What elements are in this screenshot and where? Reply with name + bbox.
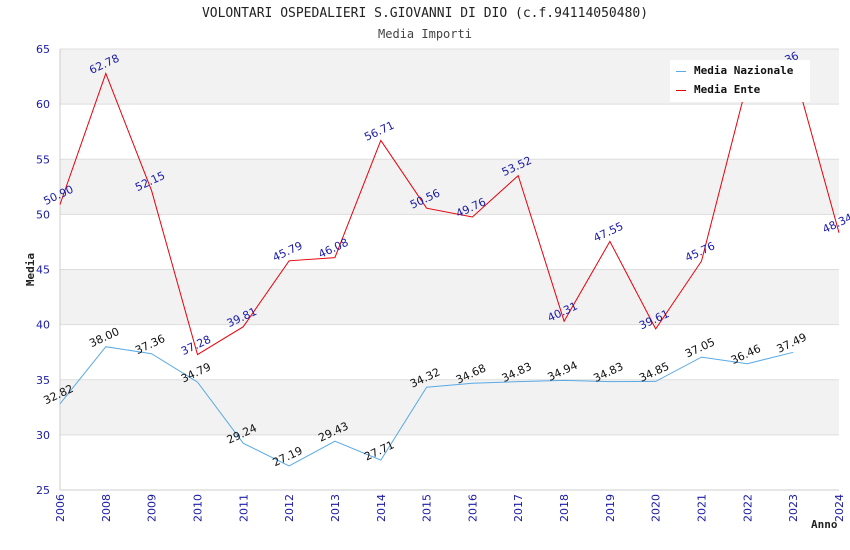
x-tick-label: 2008 <box>100 494 113 522</box>
y-tick-label: 25 <box>36 484 50 497</box>
series-line-media-ente <box>59 66 840 356</box>
chart-title: VOLONTARI OSPEDALIERI S.GIOVANNI DI DIO … <box>201 6 649 21</box>
legend-item-ente: Media Ente <box>676 81 760 99</box>
x-tick-label: 2006 <box>54 494 67 522</box>
legend-swatch-ente <box>676 89 686 91</box>
legend-swatch-nazionale <box>676 70 686 72</box>
x-tick-label: 2012 <box>283 494 296 522</box>
grid-band <box>60 324 839 380</box>
legend-label-nazionale: Media Nazionale <box>694 64 794 77</box>
x-tick-label: 2013 <box>329 494 342 522</box>
grid-band <box>60 434 839 490</box>
x-tick-label: 2014 <box>375 494 388 522</box>
y-tick-label: 30 <box>36 429 50 442</box>
grid-band <box>60 379 839 435</box>
grid-band <box>60 159 839 215</box>
y-tick-label: 55 <box>36 153 50 166</box>
x-tick-label: 2024 <box>833 494 846 522</box>
series-line-media-nazionale <box>59 346 794 467</box>
x-tick-label: 2023 <box>787 494 800 522</box>
grid-band <box>60 269 839 325</box>
chart-subtitle: Media Importi <box>378 27 472 41</box>
y-tick-label: 40 <box>36 319 50 332</box>
legend-label-ente: Media Ente <box>694 83 761 96</box>
x-tick-label: 2021 <box>696 494 709 522</box>
x-tick-label: 2020 <box>650 494 663 522</box>
chart-legend: Media Nazionale Media Ente <box>670 60 810 102</box>
x-tick-label: 2015 <box>421 494 434 522</box>
y-tick-label: 45 <box>36 264 50 277</box>
x-tick-label: 2016 <box>466 494 479 522</box>
y-tick-label: 50 <box>36 208 50 221</box>
legend-item-nazionale: Media Nazionale <box>676 62 793 80</box>
y-tick-label: 60 <box>36 98 50 111</box>
x-tick-label: 2018 <box>558 494 571 522</box>
x-axis-label: Anno <box>811 518 838 531</box>
y-tick-label: 65 <box>36 43 50 56</box>
y-tick-label: 35 <box>36 374 50 387</box>
x-tick-label: 2019 <box>604 494 617 522</box>
y-axis-label: Media <box>24 253 37 286</box>
grid-band <box>60 104 839 160</box>
x-tick-label: 2010 <box>191 494 204 522</box>
x-tick-label: 2022 <box>741 494 754 522</box>
x-tick-label: 2011 <box>237 494 250 522</box>
x-tick-label: 2009 <box>146 494 159 522</box>
grid-band <box>60 214 839 270</box>
x-tick-label: 2017 <box>512 494 525 522</box>
